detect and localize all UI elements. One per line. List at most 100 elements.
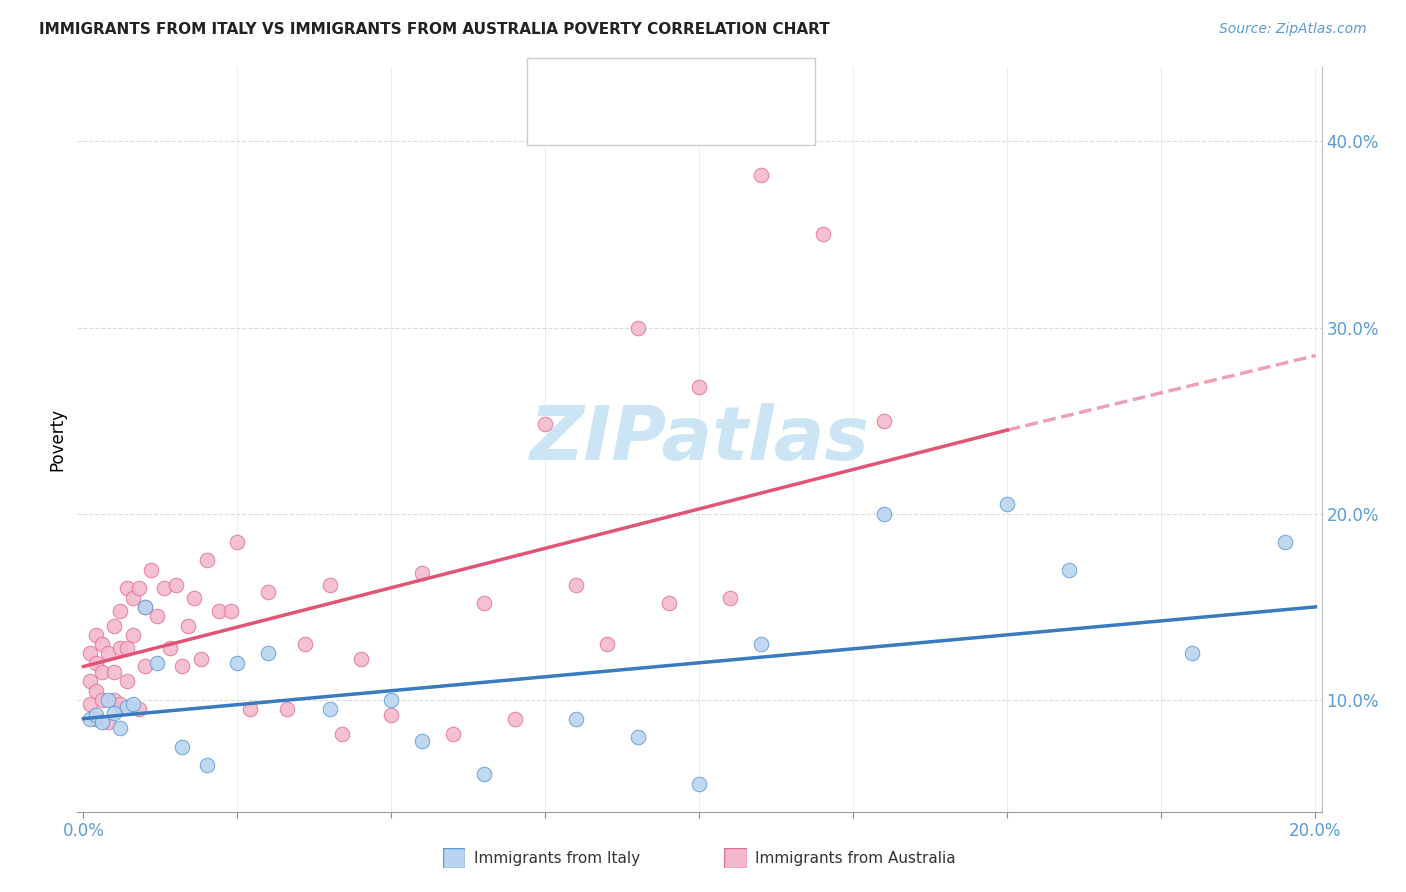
Text: 27: 27 <box>717 71 742 89</box>
Point <box>91 715 114 730</box>
Point <box>627 320 650 334</box>
Point <box>718 591 741 605</box>
Point <box>330 726 353 740</box>
Point <box>319 702 342 716</box>
Point <box>165 577 187 591</box>
Text: ZIPatlas: ZIPatlas <box>530 403 869 475</box>
Point <box>128 702 150 716</box>
Point <box>257 647 280 661</box>
Point <box>97 693 120 707</box>
Point <box>749 168 772 182</box>
Point <box>146 656 169 670</box>
Point <box>115 582 138 596</box>
Point <box>79 712 101 726</box>
Point <box>128 582 150 596</box>
Point <box>97 715 120 730</box>
Point <box>159 640 181 655</box>
Point <box>79 647 101 661</box>
Text: 63: 63 <box>717 113 742 131</box>
Point <box>134 599 156 614</box>
Point <box>115 700 138 714</box>
Point <box>170 739 193 754</box>
Point <box>170 659 193 673</box>
Point <box>411 734 433 748</box>
Point <box>134 599 156 614</box>
Point <box>1274 534 1296 549</box>
Point <box>411 566 433 581</box>
Point <box>91 693 114 707</box>
Point <box>319 577 342 591</box>
Text: R =: R = <box>575 113 614 131</box>
Point <box>534 417 557 432</box>
Text: N =: N = <box>679 113 718 131</box>
Point <box>103 706 125 720</box>
Point <box>565 712 588 726</box>
Point <box>239 702 262 716</box>
Point <box>91 665 114 679</box>
Point <box>190 652 212 666</box>
Point <box>103 693 125 707</box>
Point <box>441 726 464 740</box>
Point <box>79 674 101 689</box>
Text: Immigrants from Italy: Immigrants from Italy <box>474 851 640 865</box>
Point <box>689 777 711 791</box>
Text: 0.258: 0.258 <box>614 71 672 89</box>
Point <box>121 628 143 642</box>
Point <box>134 659 156 673</box>
Point <box>873 414 896 428</box>
Point <box>226 534 249 549</box>
Point <box>350 652 373 666</box>
Point <box>84 712 107 726</box>
Point <box>1057 563 1080 577</box>
Point <box>257 585 280 599</box>
Point <box>380 693 402 707</box>
Point <box>472 767 495 781</box>
Point <box>141 563 163 577</box>
Point <box>183 591 205 605</box>
Point <box>294 637 316 651</box>
Point <box>195 553 218 567</box>
Point <box>177 618 200 632</box>
Point <box>84 628 107 642</box>
Point <box>873 507 896 521</box>
Point <box>115 674 138 689</box>
Point <box>811 227 834 242</box>
Text: 0.307: 0.307 <box>614 113 671 131</box>
Text: Immigrants from Australia: Immigrants from Australia <box>755 851 956 865</box>
Point <box>749 637 772 651</box>
Text: IMMIGRANTS FROM ITALY VS IMMIGRANTS FROM AUSTRALIA POVERTY CORRELATION CHART: IMMIGRANTS FROM ITALY VS IMMIGRANTS FROM… <box>39 22 830 37</box>
Text: N =: N = <box>679 71 718 89</box>
Point <box>596 637 619 651</box>
Point <box>152 582 174 596</box>
Point <box>84 707 107 722</box>
Y-axis label: Poverty: Poverty <box>48 408 66 471</box>
Point <box>503 712 526 726</box>
Point <box>79 697 101 711</box>
Point <box>689 380 711 394</box>
Point <box>110 640 132 655</box>
Point <box>276 702 298 716</box>
Point <box>472 596 495 610</box>
Point <box>84 656 107 670</box>
Point <box>121 591 143 605</box>
Point <box>195 758 218 772</box>
Point <box>1181 647 1204 661</box>
Point <box>627 730 650 744</box>
Point <box>103 618 125 632</box>
Text: Source: ZipAtlas.com: Source: ZipAtlas.com <box>1219 22 1367 37</box>
Point <box>110 697 132 711</box>
Point <box>110 604 132 618</box>
Point <box>146 609 169 624</box>
Point <box>380 707 402 722</box>
Point <box>121 697 143 711</box>
Point <box>103 665 125 679</box>
Point <box>565 577 588 591</box>
Point <box>658 596 681 610</box>
Point <box>115 640 138 655</box>
Point <box>221 604 243 618</box>
Point <box>226 656 249 670</box>
Point <box>208 604 231 618</box>
Point <box>97 647 120 661</box>
Point <box>110 721 132 735</box>
Point <box>84 683 107 698</box>
